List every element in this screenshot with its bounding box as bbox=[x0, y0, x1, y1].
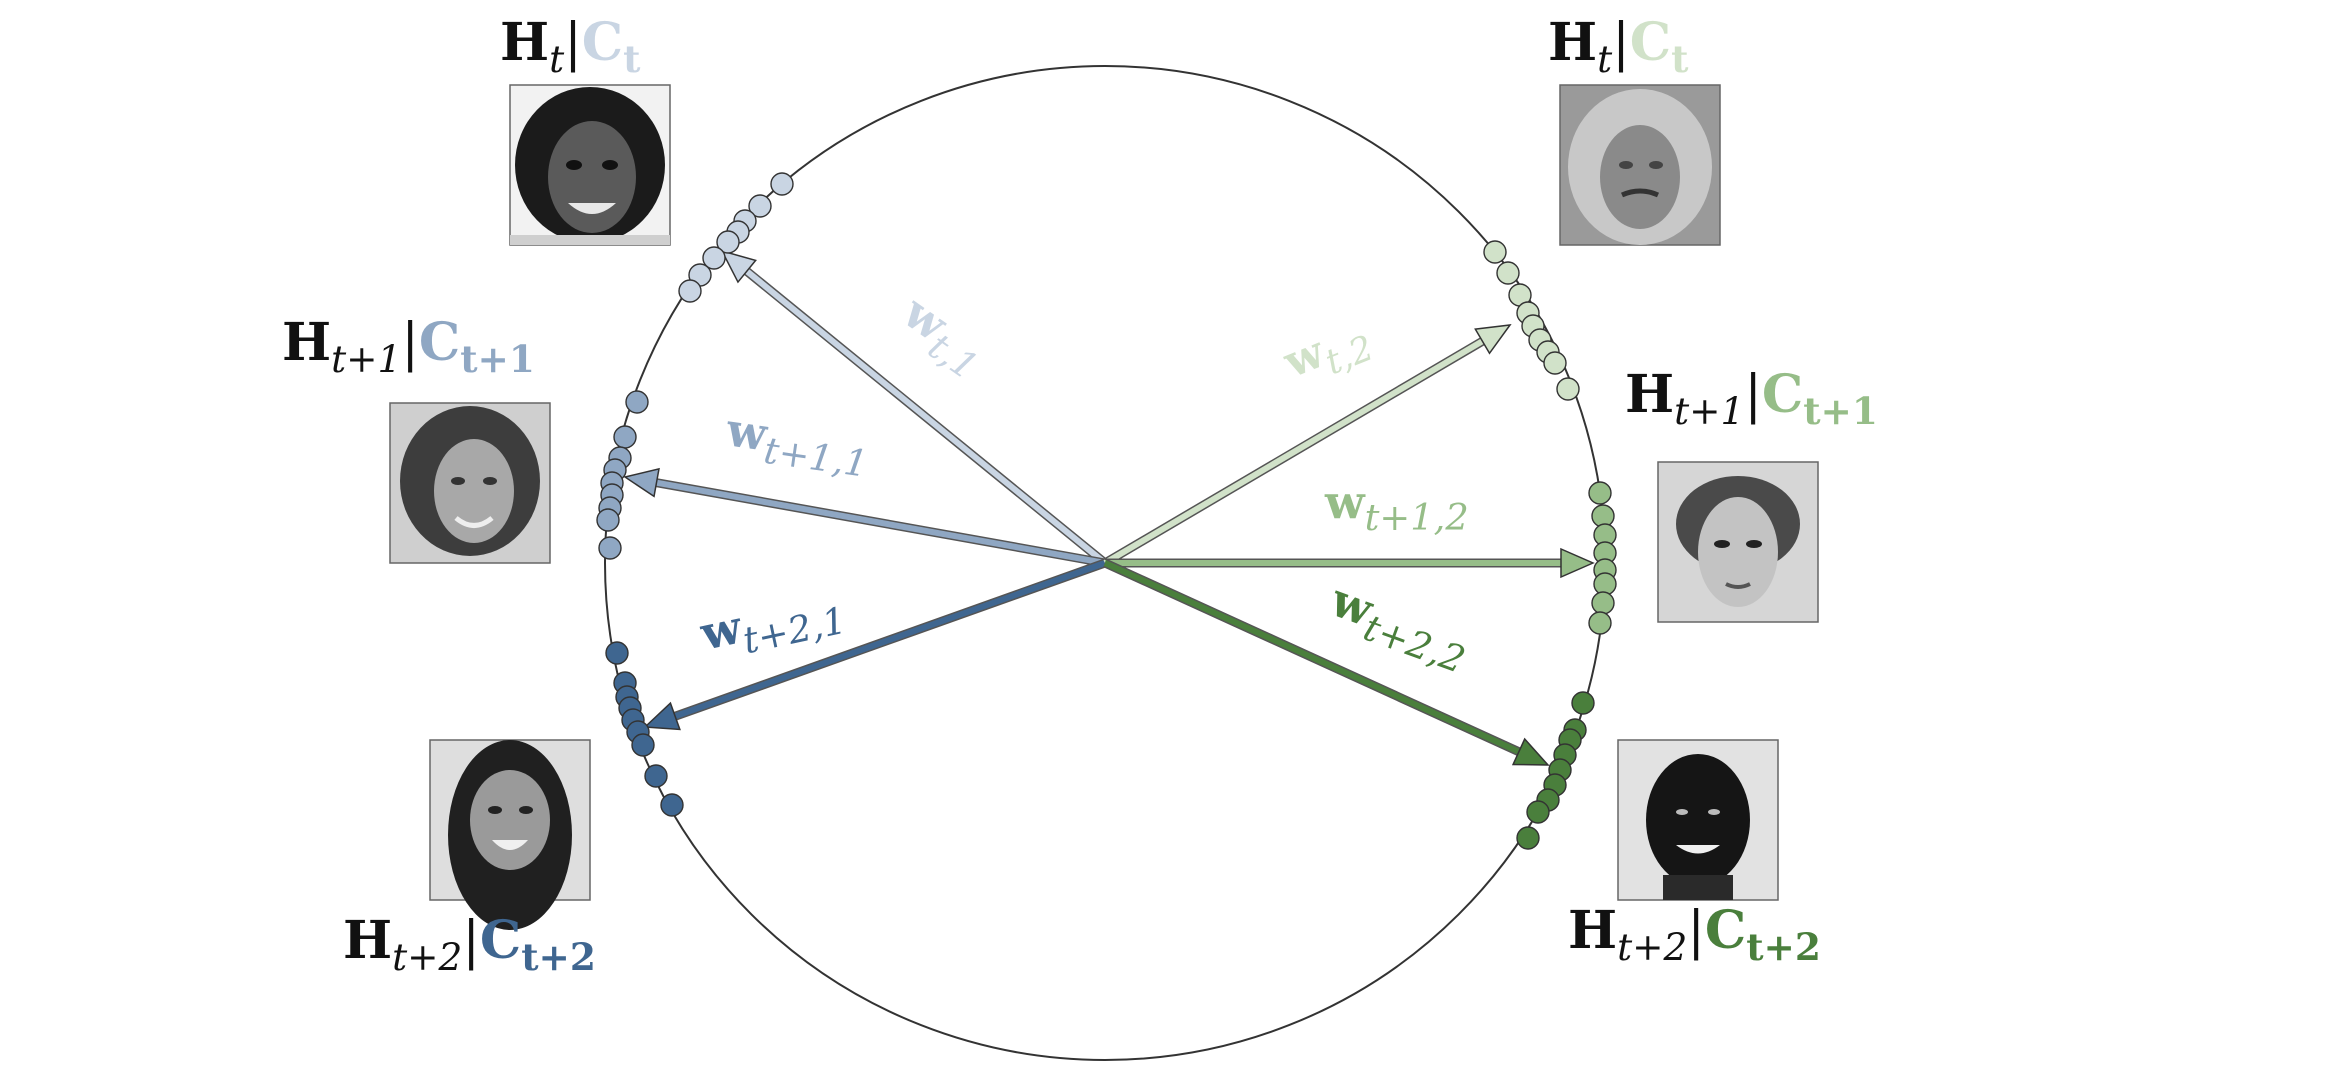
vector-label-w-t2-1: wt+2,1 bbox=[695, 578, 850, 671]
face-thumbnail-left-t2 bbox=[429, 739, 591, 930]
sample-dot bbox=[1496, 261, 1520, 285]
vector-arrow-w-t2-1 bbox=[643, 558, 1107, 731]
dot-cluster-w1_t2 bbox=[605, 641, 684, 817]
dot-cluster-w2_t2 bbox=[1516, 691, 1595, 850]
vector-arrow-w-t1-1 bbox=[623, 467, 1106, 568]
sample-dot bbox=[1543, 351, 1567, 375]
sample-dot bbox=[644, 764, 668, 788]
sample-dot-clusters bbox=[596, 172, 1617, 850]
sample-dot bbox=[1591, 591, 1615, 615]
sample-dot bbox=[660, 793, 684, 817]
face-thumbnail-right-t1 bbox=[1657, 461, 1819, 623]
sample-dot bbox=[605, 641, 629, 665]
sample-dot bbox=[770, 172, 794, 196]
sample-dot bbox=[1571, 691, 1595, 715]
sample-dot bbox=[716, 230, 740, 254]
sample-dot bbox=[1516, 826, 1540, 850]
sample-dot bbox=[702, 246, 726, 270]
label-left-t2: Ht+2|Ct+2 bbox=[343, 910, 596, 979]
sample-dot bbox=[1526, 800, 1550, 824]
label-right-t2: Ht+2|Ct+2 bbox=[1568, 900, 1821, 969]
vector-arrow-w-t-2 bbox=[1102, 324, 1512, 567]
history-class-labels: Ht|Ct Ht+1|Ct+1 Ht+2|Ct+2 Ht|Ct Ht+1|Ct+1 Ht+… bbox=[282, 12, 1878, 979]
sample-dot bbox=[613, 425, 637, 449]
face-thumbnail-left-t bbox=[509, 84, 671, 246]
sample-dot bbox=[596, 508, 620, 532]
face-thumbnail-right-t2 bbox=[1617, 739, 1779, 901]
dot-cluster-w1_t bbox=[678, 172, 794, 303]
sample-dot bbox=[678, 279, 702, 303]
sample-dot bbox=[1588, 611, 1612, 635]
sample-dot bbox=[1483, 240, 1507, 264]
weight-vectors bbox=[623, 249, 1595, 766]
sample-dot bbox=[598, 536, 622, 560]
label-left-t: Ht|Ct bbox=[500, 12, 641, 81]
vector-arrow-w-t2-2 bbox=[1103, 558, 1550, 766]
vector-labels: wt,1wt+1,1 wt+2,1 wt,2 wt+1,2 wt+2,2 bbox=[695, 284, 1478, 682]
label-right-t1: Ht+1|Ct+1 bbox=[1625, 364, 1878, 433]
sample-dot bbox=[625, 390, 649, 414]
sample-dot bbox=[1556, 377, 1580, 401]
label-left-t1: Ht+1|Ct+1 bbox=[282, 312, 535, 381]
face-thumbnail-left-t1 bbox=[389, 402, 551, 564]
vector-arrow-w-t-1 bbox=[720, 249, 1108, 567]
vector-label-w-t2-2: wt+2,2 bbox=[1320, 572, 1478, 682]
vector-label-w-t1-2: wt+1,2 bbox=[1324, 475, 1469, 539]
vector-label-w-t-2: wt,2 bbox=[1276, 309, 1379, 398]
vector-label-w-t-1: wt,1 bbox=[887, 284, 998, 388]
face-thumbnail-right-t bbox=[1559, 84, 1721, 246]
vector-arrow-w-t1-2 bbox=[1105, 547, 1595, 579]
sample-dot bbox=[748, 194, 772, 218]
vector-label-w-t1-1: wt+1,1 bbox=[721, 402, 873, 486]
label-right-t: Ht|Ct bbox=[1548, 12, 1689, 81]
sample-dot bbox=[1588, 481, 1612, 505]
dot-cluster-w2_t bbox=[1483, 240, 1580, 401]
dot-cluster-w2_t1 bbox=[1588, 481, 1617, 635]
sample-dot bbox=[631, 733, 655, 757]
dot-cluster-w1_t1 bbox=[596, 390, 649, 560]
